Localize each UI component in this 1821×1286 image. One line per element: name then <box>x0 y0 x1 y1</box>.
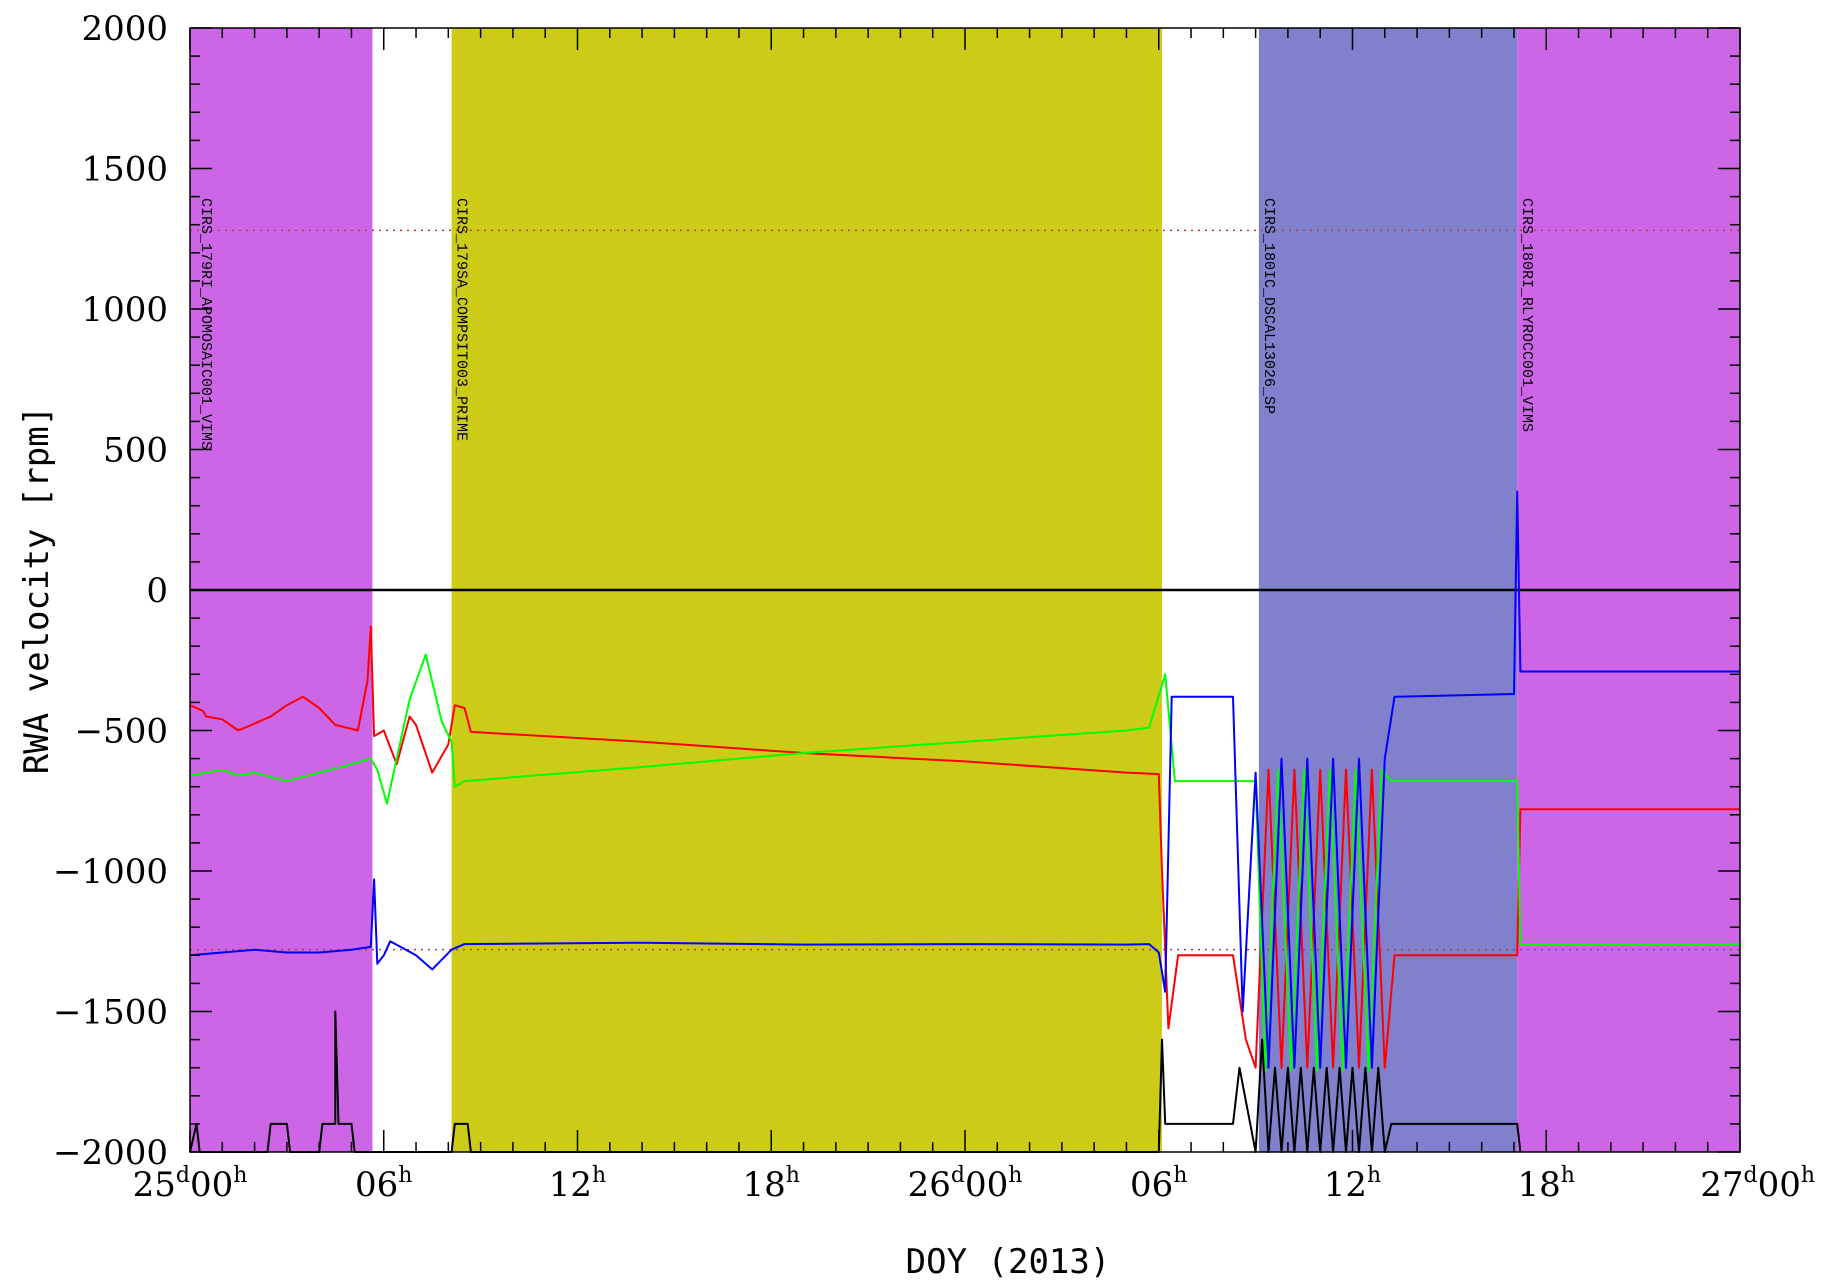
x-tick-hour-unit: h <box>1173 1163 1187 1188</box>
y-tick-labels: −2000 −1500 −1000 −500 0 500 1000 1500 2000 <box>53 9 168 1173</box>
observation-label-3: CIRS_180RI_RLYROCC001_VIMS <box>1518 198 1535 432</box>
x-tick-label-5: 06h <box>1130 1163 1187 1205</box>
x-tick-hour: 12 <box>1324 1165 1367 1205</box>
x-tick-hour-unit: h <box>1008 1163 1022 1188</box>
x-tick-hour-unit: h <box>233 1163 247 1188</box>
x-tick-label-3: 18h <box>743 1163 800 1205</box>
x-tick-label-8: 27d00h <box>1700 1163 1815 1205</box>
x-axis-title: DOY (2013) <box>906 1242 1111 1282</box>
y-tick-label-0: −2000 <box>53 1133 168 1173</box>
x-tick-hour-unit: h <box>1367 1163 1381 1188</box>
x-tick-hour: 06 <box>1130 1165 1173 1205</box>
x-tick-label-2: 12h <box>549 1163 606 1205</box>
observation-label-2: CIRS_180IC_DSCAL13026_SP <box>1260 198 1277 414</box>
x-tick-hour: 12 <box>549 1165 592 1205</box>
y-tick-label-5: 500 <box>103 431 168 471</box>
x-tick-hour: 00 <box>965 1165 1008 1205</box>
x-tick-day-unit: d <box>176 1163 190 1188</box>
y-tick-label-7: 1500 <box>81 150 168 190</box>
x-tick-hour: 00 <box>1758 1165 1801 1205</box>
x-tick-hour-unit: h <box>592 1163 606 1188</box>
y-tick-label-1: −1500 <box>53 993 168 1033</box>
x-tick-hour: 06 <box>355 1165 398 1205</box>
x-tick-day-unit: d <box>951 1163 965 1188</box>
observation-label-0: CIRS_179RI_APOMOSAIC001_VIMS <box>197 198 214 450</box>
x-tick-day: 26 <box>908 1165 951 1205</box>
x-tick-day: 27 <box>1700 1165 1743 1205</box>
observation-labels: CIRS_179RI_APOMOSAIC001_VIMS CIRS_179SA_C… <box>197 198 1535 450</box>
x-tick-hour-unit: h <box>398 1163 412 1188</box>
x-tick-labels: 25d00h 06h 12h 18h 26d00h 06h 12h 18h 27d00h <box>133 1163 1815 1205</box>
y-tick-label-3: −500 <box>75 712 168 752</box>
y-tick-label-6: 1000 <box>81 290 168 330</box>
x-tick-hour-unit: h <box>1561 1163 1575 1188</box>
x-tick-hour: 18 <box>1518 1165 1561 1205</box>
observation-label-1: CIRS_179SA_COMPSIT003_PRIME <box>453 198 470 441</box>
axis-ticks <box>189 27 1741 1153</box>
x-tick-label-0: 25d00h <box>133 1163 248 1205</box>
y-axis-title: RWA velocity [rpm] <box>17 406 57 774</box>
x-tick-day: 25 <box>133 1165 176 1205</box>
x-tick-hour: 18 <box>743 1165 786 1205</box>
x-tick-label-6: 12h <box>1324 1163 1381 1205</box>
x-tick-label-1: 06h <box>355 1163 412 1205</box>
x-tick-hour-unit: h <box>1801 1163 1815 1188</box>
x-tick-day-unit: d <box>1743 1163 1757 1188</box>
series-line-2 <box>189 490 1740 1069</box>
y-tick-label-2: −1000 <box>53 852 168 892</box>
series-line-0 <box>189 625 1740 1069</box>
x-tick-hour: 00 <box>190 1165 233 1205</box>
x-tick-hour-unit: h <box>786 1163 800 1188</box>
series-line-1 <box>189 653 1740 1072</box>
y-tick-label-8: 2000 <box>81 9 168 49</box>
x-tick-label-7: 18h <box>1518 1163 1575 1205</box>
y-tick-label-4: 0 <box>146 571 168 611</box>
x-tick-label-4: 26d00h <box>908 1163 1023 1205</box>
